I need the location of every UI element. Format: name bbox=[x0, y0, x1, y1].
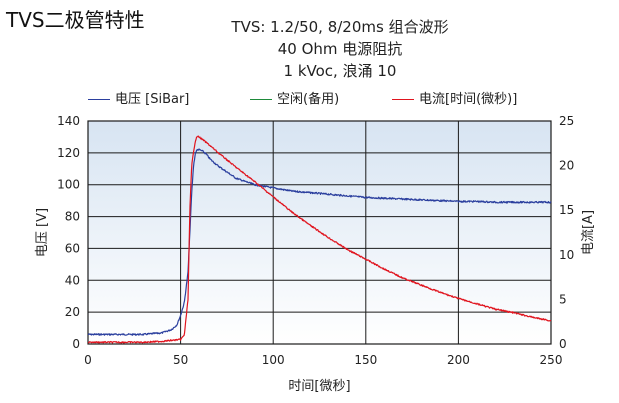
chart-title-line-3: 1 kVoc, 浪涌 10 bbox=[283, 62, 397, 80]
x-axis-label: 时间[微秒] bbox=[288, 379, 350, 394]
y-left-tick-label: 140 bbox=[57, 114, 80, 128]
legend-item-idle: 空闲(备用) bbox=[250, 88, 339, 107]
chart-title-line-1: TVS: 1.2/50, 8/20ms 组合波形 bbox=[231, 18, 449, 36]
y-right-tick-label: 20 bbox=[559, 159, 574, 173]
series-line-0 bbox=[87, 148, 552, 336]
page-title: TVS二极管特性 bbox=[6, 8, 145, 32]
legend-swatch-current bbox=[392, 99, 414, 100]
legend-swatch-idle bbox=[250, 99, 272, 100]
x-tick-label: 100 bbox=[262, 353, 285, 367]
series-line-2 bbox=[87, 135, 552, 344]
x-tick-label: 200 bbox=[447, 353, 470, 367]
chart-legend: 电压 [SiBar] 空闲(备用) 电流[时间(微秒)] bbox=[0, 88, 619, 107]
y-right-tick-label: 0 bbox=[559, 337, 567, 351]
x-tick-label: 50 bbox=[173, 353, 188, 367]
x-tick-label: 250 bbox=[540, 353, 563, 367]
y-left-tick-label: 60 bbox=[65, 241, 80, 255]
y-right-tick-label: 15 bbox=[559, 203, 574, 217]
legend-label-idle: 空闲(备用) bbox=[277, 92, 340, 107]
y-left-tick-label: 100 bbox=[57, 178, 80, 192]
y-right-tick-label: 25 bbox=[559, 114, 574, 128]
y-right-tick-label: 5 bbox=[559, 292, 567, 306]
y-left-tick-label: 40 bbox=[65, 273, 80, 287]
x-tick-label: 150 bbox=[354, 353, 377, 367]
legend-item-current: 电流[时间(微秒)] bbox=[392, 88, 517, 107]
y-left-axis-label: 电压 [V] bbox=[35, 208, 50, 257]
legend-item-voltage: 电压 [SiBar] bbox=[88, 88, 189, 107]
x-tick-label: 0 bbox=[84, 353, 92, 367]
y-left-tick-label: 80 bbox=[65, 210, 80, 224]
plot-frame bbox=[87, 120, 552, 345]
y-left-tick-label: 0 bbox=[72, 337, 80, 351]
y-left-tick-label: 20 bbox=[65, 305, 80, 319]
legend-swatch-voltage bbox=[88, 99, 110, 100]
chart-title-line-2: 40 Ohm 电源阻抗 bbox=[277, 40, 403, 58]
y-right-tick-label: 10 bbox=[559, 248, 574, 262]
legend-label-voltage: 电压 [SiBar] bbox=[115, 92, 190, 107]
y-right-axis-label: 电流[A] bbox=[581, 210, 596, 255]
y-left-tick-label: 120 bbox=[57, 146, 80, 160]
legend-label-current: 电流[时间(微秒)] bbox=[419, 92, 518, 107]
